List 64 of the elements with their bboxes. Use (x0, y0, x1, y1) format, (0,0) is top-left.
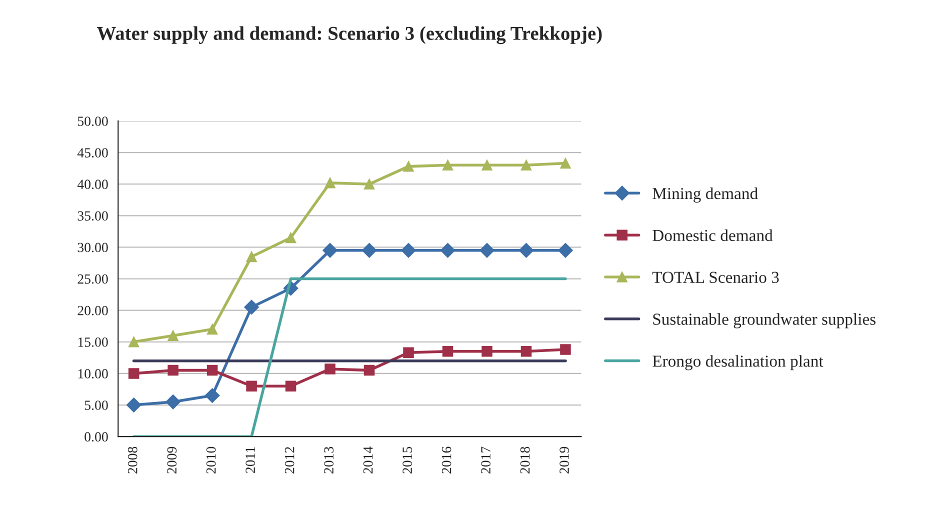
x-tick-label: 2012 (284, 447, 294, 474)
y-tick-label: 30.00 (78, 242, 108, 252)
y-tick-label: 35.00 (78, 211, 108, 221)
y-tick-label: 50.00 (78, 116, 108, 126)
x-tick-label: 2014 (363, 446, 373, 474)
point (204, 388, 220, 403)
point (520, 160, 532, 171)
point (285, 380, 296, 392)
point (518, 242, 534, 258)
y-tick-label: 25.00 (78, 274, 108, 284)
y-tick-label: 10.00 (78, 369, 108, 378)
point (364, 178, 375, 190)
point (482, 346, 492, 357)
x-tick-label: 2011 (246, 447, 256, 473)
point (246, 251, 257, 262)
point (403, 347, 414, 358)
y-tick-label: 45.00 (77, 148, 108, 158)
point (401, 242, 416, 258)
point (442, 346, 454, 357)
chart-title: Water supply and demand: Scenario 3 (excluding Trekkopje) (97, 26, 602, 44)
legend-label: Mining demand (652, 187, 758, 203)
x-tick-label: 2016 (442, 446, 452, 474)
y-tick-label: 5.00 (84, 400, 108, 410)
point (168, 330, 178, 341)
point (206, 364, 218, 376)
y-tick-label: 20.00 (78, 306, 108, 316)
point (560, 344, 571, 355)
point (128, 368, 140, 379)
point (364, 364, 375, 376)
x-tick-label: 2008 (128, 446, 138, 474)
point (126, 398, 142, 412)
point (206, 324, 218, 335)
point (166, 394, 180, 410)
point (440, 242, 456, 258)
point (560, 158, 571, 169)
legend-label: Erongo desalination plant (652, 355, 824, 370)
x-tick-label: 2015 (402, 446, 412, 474)
x-tick-label: 2013 (324, 446, 334, 474)
point (442, 160, 454, 171)
legend-label: Domestic demand (652, 229, 773, 242)
point (403, 161, 414, 172)
point (285, 232, 296, 244)
point (520, 346, 532, 357)
point (558, 242, 573, 258)
x-tick-label: 2017 (481, 446, 490, 474)
point (322, 242, 338, 258)
x-tick-label: 2009 (167, 446, 177, 474)
point (244, 300, 259, 315)
y-tick-label: 0.00 (84, 432, 108, 442)
x-tick-label: 2018 (520, 446, 530, 474)
x-tick-label: 2010 (206, 446, 216, 474)
legend-label: TOTAL Scenario 3 (652, 272, 779, 283)
x-tick-label: 2019 (560, 446, 569, 474)
point (324, 364, 336, 374)
point (482, 160, 492, 171)
point (168, 364, 178, 376)
y-tick-label: 40.00 (77, 180, 108, 190)
point (128, 336, 140, 348)
y-tick-label: 15.00 (78, 337, 108, 347)
point (324, 177, 336, 188)
point (246, 380, 257, 392)
point (480, 242, 494, 258)
legend-label: Sustainable groundwater supplies (653, 313, 876, 328)
point (362, 242, 377, 258)
